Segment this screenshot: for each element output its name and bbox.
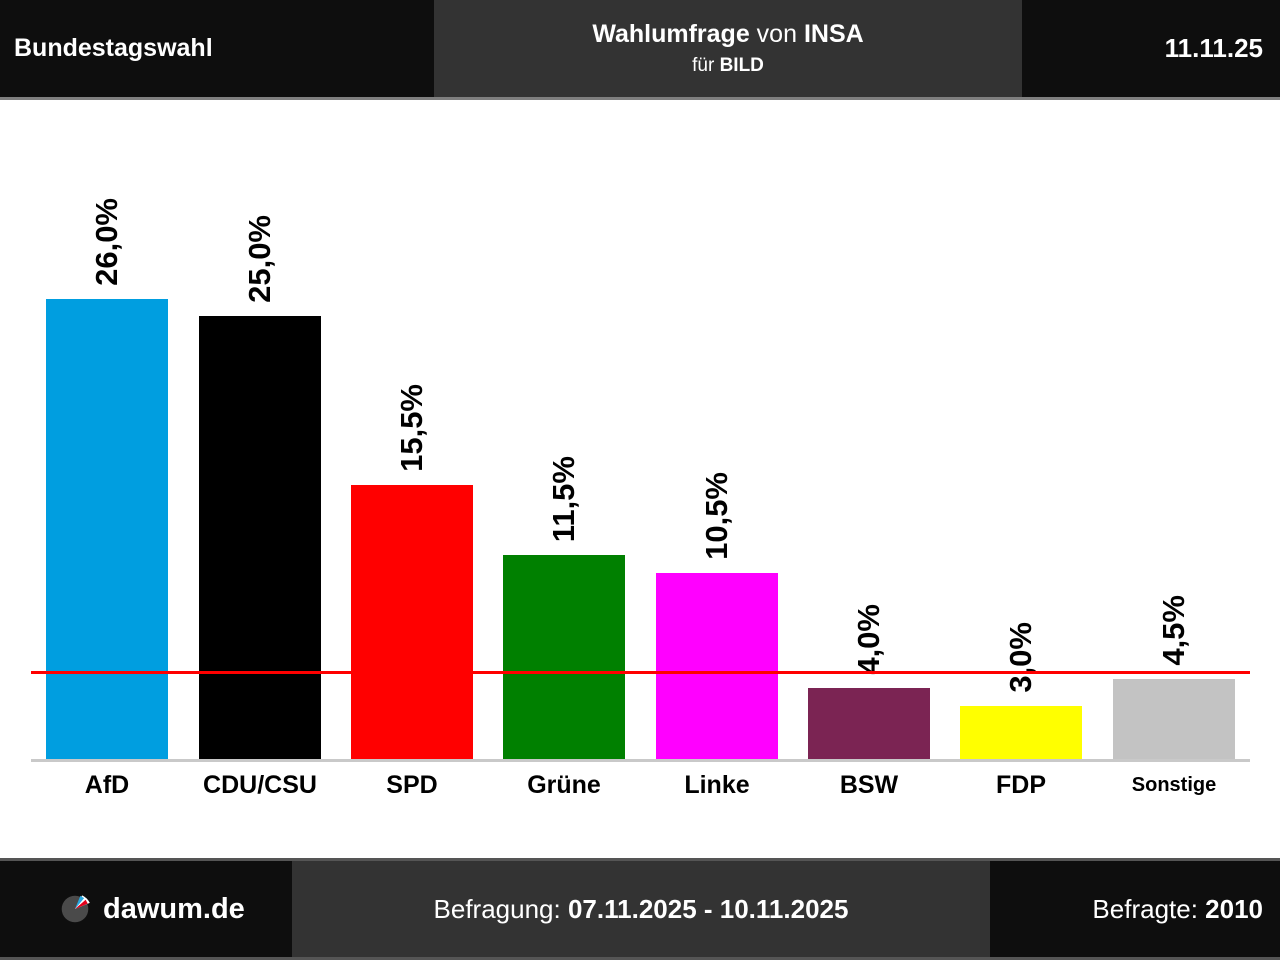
- brand-panel: dawum.de: [0, 861, 292, 957]
- category-label-BSW: BSW: [839, 771, 899, 799]
- poll-source-panel: Wahlumfrage von INSA für BILD: [434, 0, 1022, 97]
- footer-bar: dawum.de Befragung: 07.11.2025 - 10.11.2…: [0, 858, 1280, 960]
- value-label-Sonstige: 4,5%: [1156, 595, 1191, 666]
- category-label-CDU/CSU: CDU/CSU: [203, 771, 317, 799]
- bar-FDP: [960, 706, 1082, 759]
- survey-period-panel: Befragung: 07.11.2025 - 10.11.2025: [292, 861, 990, 957]
- publication-date-value: 11.11.25: [1164, 33, 1263, 63]
- poll-type-text: Wahlumfrage: [592, 20, 750, 48]
- value-label-SPD: 15,5%: [394, 384, 429, 472]
- category-label-SPD: SPD: [386, 771, 438, 799]
- commissioner-name: BILD: [719, 55, 764, 76]
- category-label-Linke: Linke: [684, 771, 750, 799]
- publication-date: 11.11.25: [1022, 0, 1280, 97]
- value-label-Grüne: 11,5%: [546, 455, 581, 542]
- x-axis-line: [31, 759, 1250, 762]
- respondents-label: Befragte: 2010: [1092, 893, 1263, 924]
- poll-source-connector: von: [749, 20, 804, 48]
- plot-area: 26,0% 25,0% 15,5% 11,5% 10,5% 4,0% 3,0% 4,5%: [31, 100, 1250, 759]
- bar-SPD: [351, 485, 473, 759]
- value-label-AfD: 26,0%: [89, 198, 124, 286]
- survey-period-label: Befragung: 07.11.2025 - 10.11.2025: [433, 893, 849, 924]
- election-title: Bundestagswahl: [0, 0, 434, 97]
- category-label-FDP: FDP: [996, 771, 1046, 799]
- survey-period-value: 07.11.2025 - 10.11.2025: [567, 893, 849, 924]
- bar-Grüne: [503, 555, 625, 759]
- value-label-CDU/CSU: 25,0%: [242, 215, 277, 303]
- category-label-Grüne: Grüne: [527, 771, 601, 799]
- value-label-Linke: 10,5%: [699, 472, 734, 560]
- dawum-pie-logo-icon: [61, 895, 90, 923]
- poll-source-subtitle: für BILD: [692, 55, 764, 77]
- brand-name: dawum.de: [103, 892, 245, 925]
- value-label-FDP: 3,0%: [1003, 622, 1038, 693]
- bar-AfD: [46, 299, 168, 759]
- poll-source-title: Wahlumfrage von INSA: [592, 20, 863, 49]
- bar-Linke: [656, 573, 778, 759]
- election-title-label: Bundestagswahl: [14, 34, 213, 62]
- bar-Sonstige: [1113, 679, 1235, 759]
- bar-CDU/CSU: [199, 316, 321, 759]
- header-bar: Bundestagswahl Wahlumfrage von INSA für …: [0, 0, 1280, 100]
- commissioner-prefix: für: [692, 55, 720, 76]
- category-label-Sonstige: Sonstige: [1131, 774, 1217, 796]
- category-label-AfD: AfD: [84, 771, 130, 799]
- value-label-BSW: 4,0%: [851, 604, 886, 675]
- five-percent-threshold-line: [31, 671, 1250, 674]
- x-axis-labels: AfD CDU/CSU SPD Grüne Linke BSW FDP Sonstige: [31, 765, 1250, 809]
- respondents-value: 2010: [1205, 893, 1263, 924]
- pollster-name: INSA: [803, 20, 864, 48]
- bar-BSW: [808, 688, 930, 759]
- respondents-panel: Befragte: 2010: [990, 861, 1280, 957]
